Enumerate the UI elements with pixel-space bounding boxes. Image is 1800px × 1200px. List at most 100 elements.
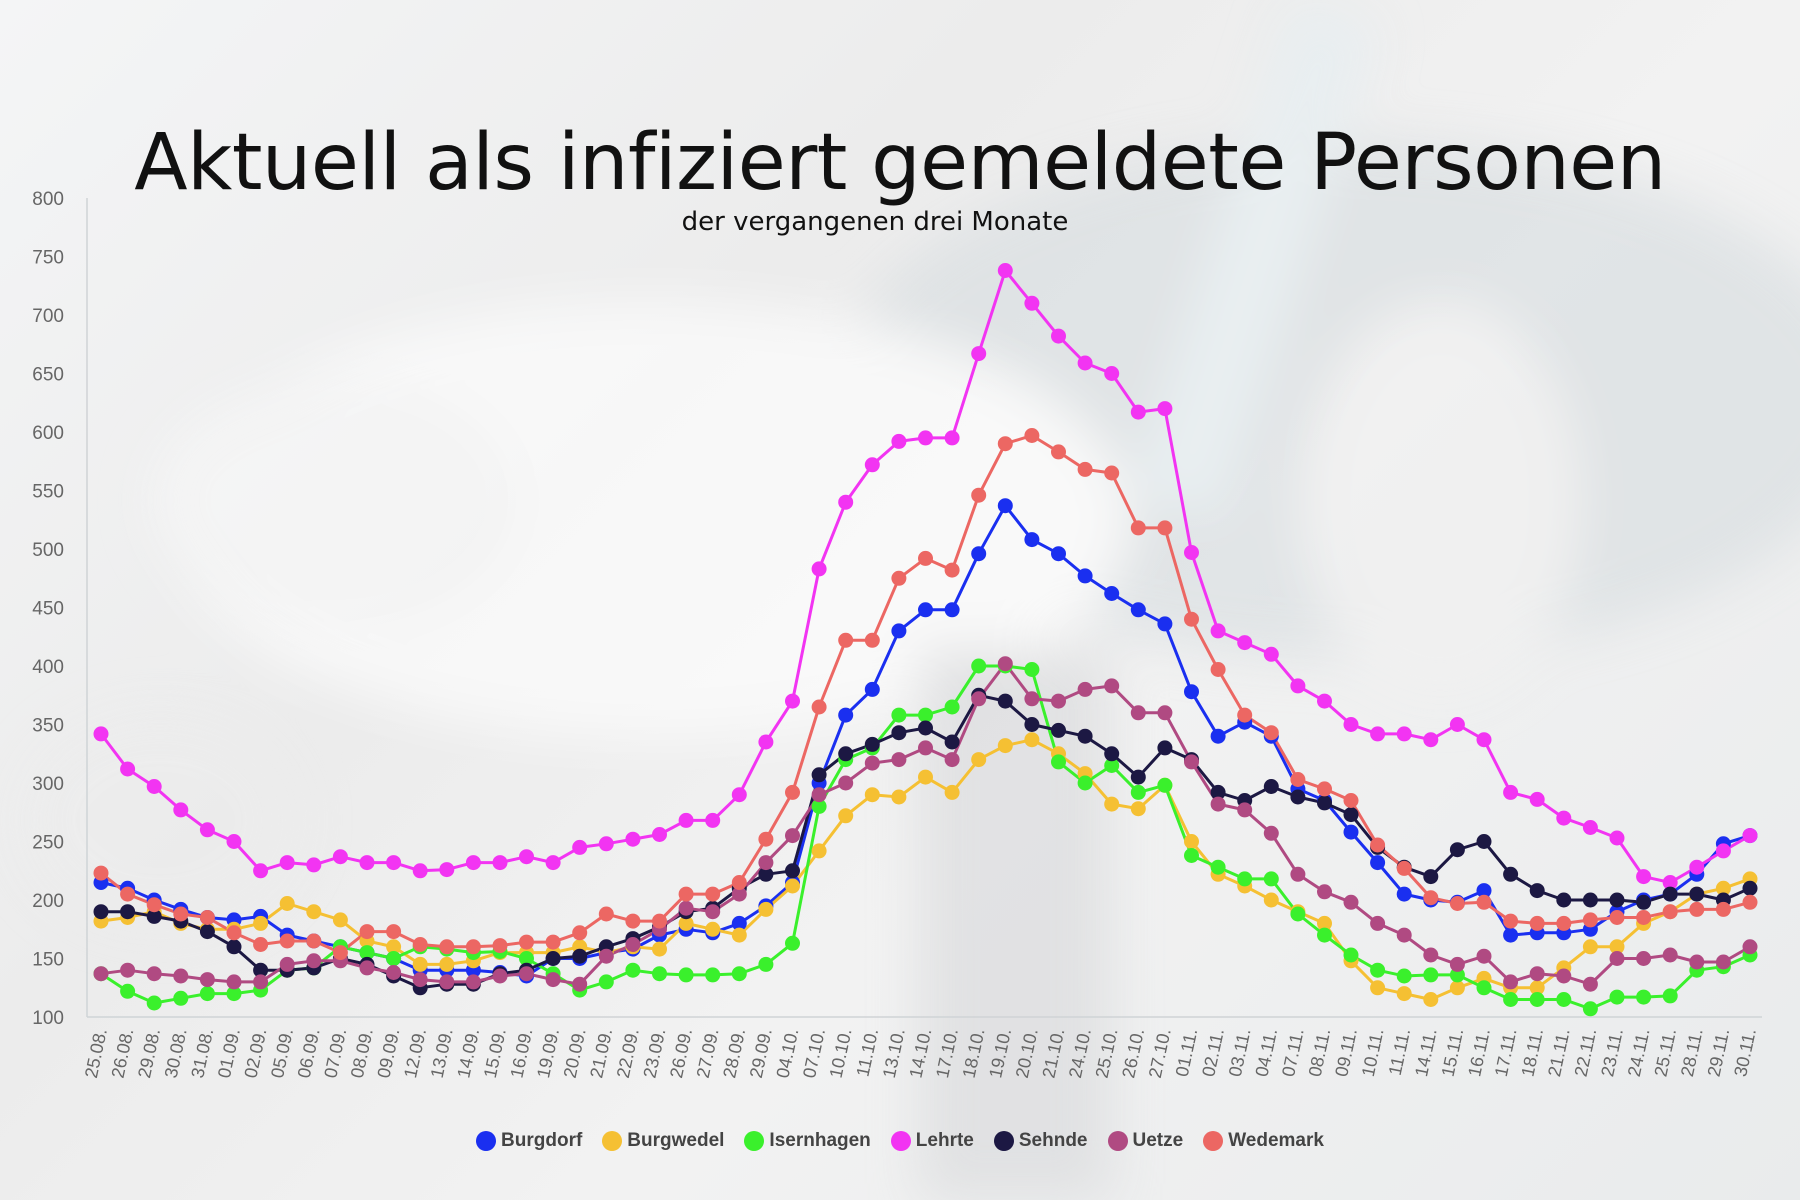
data-point-uetze	[1343, 894, 1359, 910]
data-point-wedemark	[1742, 894, 1758, 910]
data-point-uetze	[1317, 884, 1332, 900]
data-point-wedemark	[93, 865, 109, 881]
data-point-lehrte	[1077, 355, 1093, 371]
data-point-wedemark	[306, 933, 322, 949]
data-point-isernhagen	[1556, 992, 1572, 1007]
x-tick-label: 17.11.	[1491, 1027, 1521, 1079]
x-tick-label: 25.11.	[1650, 1027, 1680, 1079]
data-point-wedemark	[279, 933, 295, 949]
data-point-isernhagen	[226, 986, 242, 1002]
data-point-sehnde	[1423, 869, 1439, 885]
data-point-uetze	[1290, 866, 1306, 882]
data-point-isernhagen	[120, 983, 136, 999]
data-point-uetze	[1529, 966, 1545, 982]
data-point-uetze	[997, 656, 1013, 672]
data-point-isernhagen	[1529, 992, 1545, 1007]
data-point-lehrte	[1503, 784, 1519, 800]
data-point-lehrte	[1210, 623, 1226, 639]
data-point-lehrte	[1317, 693, 1332, 709]
data-point-isernhagen	[811, 798, 827, 814]
data-point-sehnde	[1556, 892, 1572, 908]
data-point-sehnde	[811, 767, 827, 783]
legend-swatch	[602, 1131, 623, 1151]
data-point-isernhagen	[731, 966, 747, 982]
data-point-sehnde	[1529, 883, 1545, 899]
x-tick-label: 27.09.	[693, 1027, 723, 1080]
data-point-wedemark	[1104, 465, 1120, 481]
data-point-sehnde	[545, 951, 561, 966]
data-point-wedemark	[731, 875, 747, 890]
data-point-uetze	[864, 755, 880, 771]
data-point-lehrte	[1396, 726, 1412, 742]
x-tick-label: 02.09.	[241, 1027, 271, 1080]
data-point-lehrte	[1476, 732, 1492, 748]
data-point-wedemark	[811, 699, 827, 715]
data-point-wedemark	[598, 906, 614, 922]
data-point-burgwedel	[944, 784, 960, 800]
data-point-wedemark	[1317, 781, 1332, 797]
data-point-lehrte	[971, 346, 987, 362]
data-point-wedemark	[1529, 915, 1545, 931]
data-point-sehnde	[146, 908, 162, 924]
data-point-lehrte	[705, 812, 721, 828]
data-point-lehrte	[1689, 859, 1705, 875]
data-point-sehnde	[1742, 880, 1758, 896]
data-point-wedemark	[1210, 662, 1226, 677]
data-point-uetze	[918, 740, 933, 756]
data-point-wedemark	[1024, 428, 1040, 443]
data-point-isernhagen	[359, 945, 375, 961]
data-point-burgwedel	[1582, 939, 1598, 955]
y-tick-label: 100	[32, 1008, 64, 1029]
data-point-uetze	[1503, 974, 1519, 990]
data-point-burgdorf	[1130, 602, 1146, 618]
legend: Burgdorf Burgwedel Isernhagen Lehrte Sehnde U…	[0, 1130, 1800, 1152]
data-point-uetze	[1662, 947, 1678, 963]
data-point-uetze	[545, 972, 561, 988]
data-point-wedemark	[1476, 894, 1492, 910]
data-point-wedemark	[1556, 915, 1572, 931]
data-point-lehrte	[864, 457, 880, 473]
series-line-sehnde	[101, 693, 1751, 990]
data-point-wedemark	[1396, 860, 1412, 876]
data-point-burgwedel	[412, 956, 428, 972]
data-point-wedemark	[1503, 913, 1519, 929]
data-point-sehnde	[1051, 722, 1066, 738]
data-point-uetze	[199, 972, 215, 988]
data-point-sehnde	[944, 734, 960, 750]
data-point-lehrte	[785, 693, 800, 709]
x-tick-label: 29.08.	[134, 1027, 164, 1080]
legend-swatch	[993, 1131, 1014, 1151]
data-point-wedemark	[545, 934, 561, 950]
data-point-sehnde	[1290, 789, 1306, 805]
data-point-uetze	[731, 886, 747, 902]
data-point-uetze	[838, 775, 854, 791]
data-point-isernhagen	[1051, 754, 1066, 770]
data-point-burgwedel	[838, 808, 854, 824]
x-tick-label: 05.09.	[267, 1027, 297, 1080]
data-point-burgdorf	[1184, 684, 1199, 700]
data-point-burgdorf	[1503, 927, 1519, 943]
x-tick-label: 25.08.	[81, 1027, 111, 1080]
data-point-isernhagen	[386, 951, 402, 966]
data-point-lehrte	[838, 494, 854, 510]
data-point-uetze	[173, 968, 189, 984]
data-point-uetze	[971, 691, 987, 707]
x-tick-label: 18.10.	[959, 1027, 989, 1080]
data-point-uetze	[705, 904, 721, 920]
data-point-lehrte	[944, 430, 960, 446]
data-point-burgwedel	[1529, 980, 1545, 996]
data-point-sehnde	[1609, 892, 1625, 908]
y-tick-label: 700	[32, 306, 64, 327]
data-point-wedemark	[1449, 896, 1465, 911]
data-point-uetze	[678, 900, 694, 916]
data-point-wedemark	[1343, 793, 1359, 808]
data-point-burgdorf	[944, 602, 960, 618]
data-point-uetze	[359, 960, 375, 976]
x-tick-label: 03.11.	[1225, 1027, 1255, 1079]
data-point-uetze	[146, 966, 162, 982]
data-point-lehrte	[997, 263, 1013, 278]
x-tick-label: 09.11.	[1331, 1027, 1361, 1079]
data-point-burgwedel	[971, 752, 987, 768]
data-point-uetze	[1582, 976, 1598, 992]
